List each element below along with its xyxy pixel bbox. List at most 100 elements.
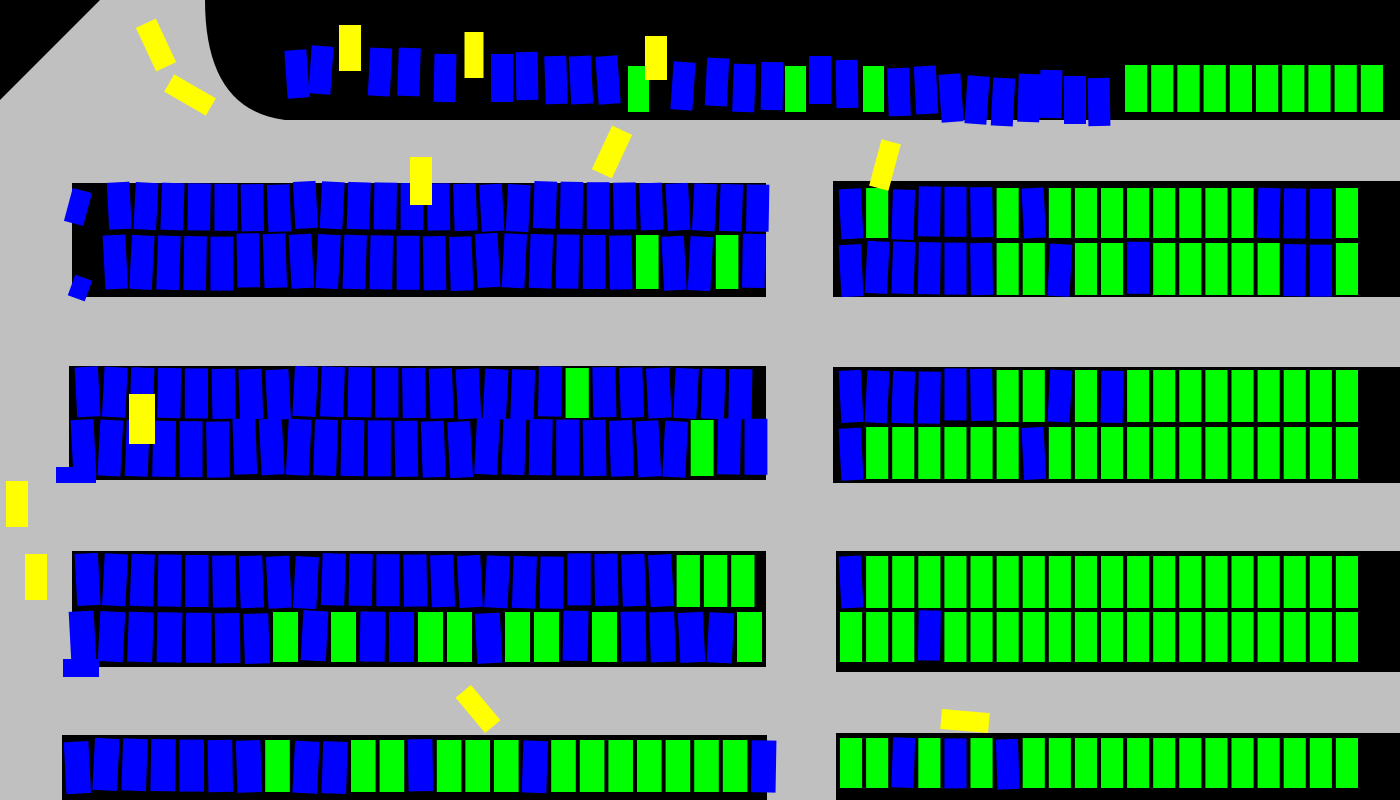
empty-space <box>1179 188 1202 238</box>
parked-car <box>97 419 124 477</box>
parked-car <box>420 420 446 478</box>
parked-car <box>321 741 348 795</box>
parked-car <box>474 232 501 288</box>
parked-car <box>562 610 589 662</box>
empty-space <box>1205 188 1228 238</box>
parked-car <box>214 612 241 664</box>
empty-space <box>1205 556 1228 608</box>
empty-space <box>1048 556 1071 608</box>
empty-space <box>1231 188 1254 238</box>
empty-space <box>1335 427 1358 479</box>
parked-car <box>367 47 393 97</box>
empty-space <box>273 612 298 662</box>
empty-space <box>1308 65 1331 112</box>
parked-car <box>160 182 185 231</box>
empty-space <box>1179 738 1202 788</box>
parked-car <box>995 738 1020 790</box>
parked-car <box>582 235 606 289</box>
parked-car <box>236 233 261 288</box>
parked-car <box>717 418 742 475</box>
empty-space <box>1179 556 1202 608</box>
parked-car <box>612 182 637 230</box>
parked-car <box>838 188 864 240</box>
empty-space <box>996 243 1019 295</box>
parked-car <box>938 73 964 123</box>
moving-car <box>6 481 28 527</box>
empty-space <box>551 740 576 792</box>
empty-space <box>970 427 993 479</box>
parked-car <box>1021 426 1047 480</box>
parked-car <box>397 47 421 97</box>
parked-car <box>348 553 373 606</box>
empty-space <box>996 370 1019 422</box>
parked-car <box>484 555 511 609</box>
parked-car <box>150 738 176 792</box>
parked-car <box>106 181 132 230</box>
parking-spots <box>63 45 1383 795</box>
parked-car <box>212 555 237 608</box>
parked-car <box>595 55 621 105</box>
empty-space <box>866 556 889 608</box>
parked-car <box>1017 73 1041 123</box>
empty-space <box>465 740 490 792</box>
parked-car <box>206 421 230 478</box>
empty-space <box>637 740 662 792</box>
empty-space <box>1231 370 1254 422</box>
empty-space <box>1022 243 1045 295</box>
parked-car <box>185 555 209 607</box>
empty-space <box>1127 370 1150 422</box>
parked-car <box>157 367 182 419</box>
parked-car <box>63 740 92 795</box>
parked-car <box>313 419 338 476</box>
parked-car <box>238 368 264 420</box>
parked-car <box>340 419 365 477</box>
empty-space <box>1360 65 1383 112</box>
empty-space <box>1283 738 1306 788</box>
empty-space <box>996 188 1019 238</box>
empty-space <box>1205 427 1228 479</box>
empty-space <box>1231 427 1254 479</box>
empty-space <box>1153 738 1176 788</box>
empty-space <box>565 368 589 418</box>
empty-space <box>1048 612 1071 662</box>
empty-space <box>418 612 443 662</box>
parked-car <box>265 555 292 609</box>
parked-car <box>74 366 101 418</box>
moving-car <box>940 708 990 734</box>
empty-space <box>1048 427 1071 479</box>
parked-car <box>838 244 864 298</box>
parked-car <box>448 236 474 291</box>
parked-car <box>528 419 553 476</box>
parked-car <box>891 737 916 788</box>
empty-space <box>996 612 1019 662</box>
parked-car <box>1100 370 1124 423</box>
parked-car <box>744 418 768 475</box>
empty-space <box>944 612 967 662</box>
parked-car <box>887 67 911 117</box>
parked-car <box>760 61 784 111</box>
empty-space <box>1101 243 1124 295</box>
parked-car <box>433 53 457 103</box>
empty-space <box>1125 65 1148 112</box>
parked-car <box>594 553 619 606</box>
empty-space <box>840 612 863 662</box>
parked-car <box>647 554 674 608</box>
moving-car <box>164 74 216 116</box>
parked-car <box>673 367 699 419</box>
empty-space <box>1231 243 1254 295</box>
parked-car <box>1039 69 1063 119</box>
parked-car <box>706 612 735 664</box>
parked-car <box>235 739 263 793</box>
parked-car <box>586 182 610 230</box>
moving-car <box>410 157 432 205</box>
parked-car <box>288 233 315 289</box>
parked-car <box>741 233 766 288</box>
empty-space <box>1048 738 1071 788</box>
parked-car <box>809 56 831 104</box>
parked-car <box>232 418 258 475</box>
empty-space <box>665 740 691 792</box>
parked-car <box>491 54 513 102</box>
parked-car <box>556 419 580 476</box>
empty-space <box>703 555 728 607</box>
